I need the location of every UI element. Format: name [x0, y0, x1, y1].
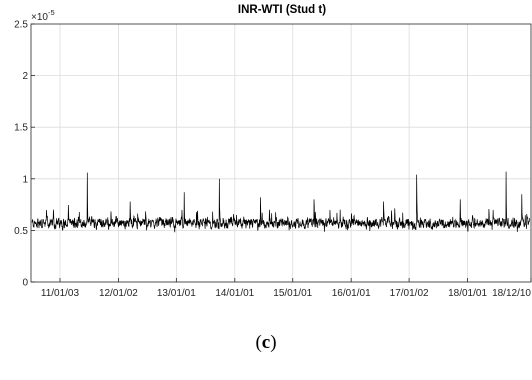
chart-title: INR-WTI (Stud t) — [238, 4, 326, 16]
y-tick-label: 0 — [22, 278, 28, 289]
caption-letter: c — [261, 332, 271, 353]
plot-frame — [30, 23, 532, 283]
y-tick-label: 1 — [22, 174, 28, 185]
grid — [31, 24, 531, 282]
figure-caption: (c) — [255, 332, 277, 353]
x-tick-label: 18/12/10 — [492, 288, 531, 299]
x-tick-label: 11/01/03 — [41, 288, 80, 299]
x-tick-label: 13/01/01 — [157, 288, 196, 299]
y-tick-label: 2.5 — [14, 20, 28, 31]
x-tick-label: 12/01/02 — [99, 288, 138, 299]
x-axis-ticks: 11/01/03 12/01/02 13/01/01 14/01/01 15/01/01… — [41, 278, 531, 299]
y-exponent-label: ×10-5 — [31, 8, 55, 23]
series-layer — [31, 171, 531, 233]
x-tick-label: 18/01/01 — [448, 288, 487, 299]
y-tick-label: 0.5 — [14, 226, 28, 237]
series-line — [31, 171, 531, 233]
y-tick-label: 1.5 — [14, 123, 28, 134]
x-tick-label: 14/01/01 — [215, 288, 254, 299]
x-tick-label: 17/01/02 — [390, 288, 429, 299]
y-tick-label: 2 — [22, 71, 28, 82]
x-tick-label: 15/01/01 — [273, 288, 312, 299]
x-tick-label: 16/01/01 — [332, 288, 371, 299]
y-axis-ticks: 0 0.5 1 1.5 2 2.5 — [14, 20, 35, 289]
chart: INR-WTI (Stud t) 0 0.5 1 1.5 2 2.5 11/01/03 12… — [14, 4, 532, 299]
